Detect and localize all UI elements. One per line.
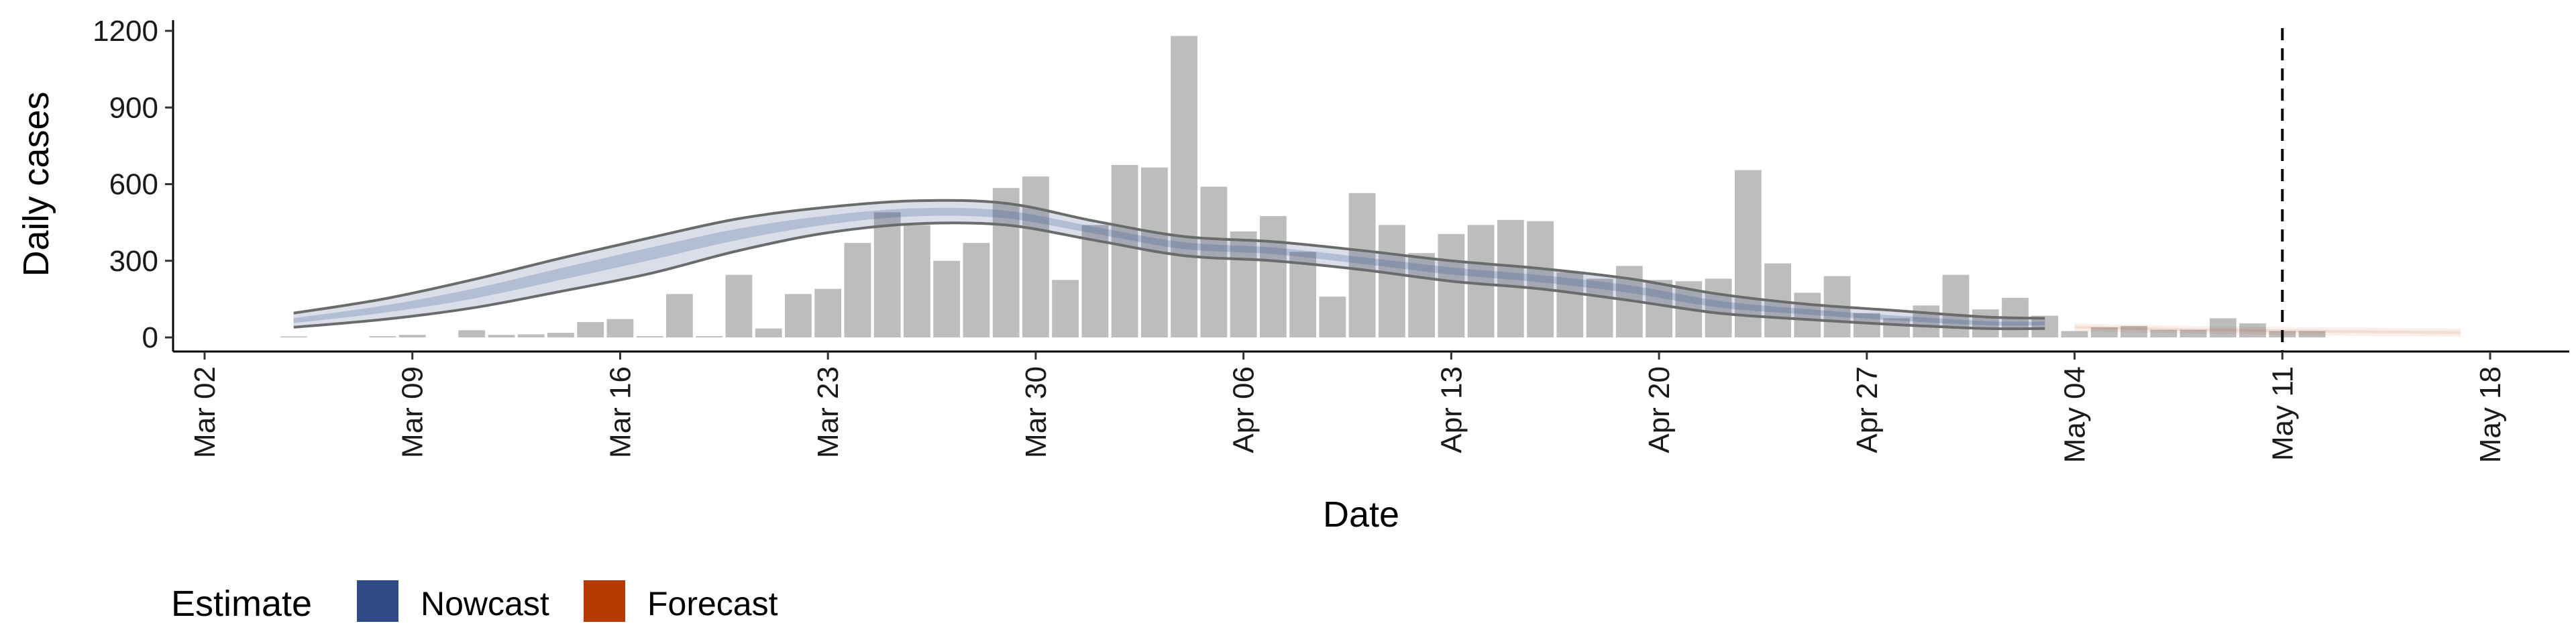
bar (1438, 233, 1465, 337)
x-axis-title: Date (1323, 494, 1399, 535)
x-tick-label: Mar 16 (604, 366, 637, 458)
bar (1883, 318, 1910, 337)
bars-layer (280, 36, 2326, 338)
bar (1052, 280, 1079, 337)
bar (2239, 323, 2266, 337)
bar (458, 330, 486, 337)
bar (488, 335, 515, 337)
bar (725, 274, 753, 337)
bar (1081, 225, 1109, 337)
y-tick-label: 0 (142, 321, 158, 354)
x-tick-label: May 04 (2059, 366, 2092, 463)
bar (785, 294, 812, 337)
legend-label-forecast: Forecast (647, 585, 778, 623)
x-tick-label: Mar 30 (1020, 366, 1053, 458)
bar (1497, 219, 1524, 337)
bar (1348, 193, 1376, 337)
bar (755, 328, 782, 337)
bands-layer (293, 199, 2461, 337)
bar (1111, 164, 1138, 337)
y-tick-label: 300 (109, 245, 158, 278)
bar (1853, 313, 1880, 337)
legend-swatch-forecast (584, 580, 625, 622)
bar (1586, 278, 1613, 337)
bar (2090, 327, 2118, 337)
axes-layer: 0 300 600 900 1200 Mar 02 Mar 09 Mar 16 Mar 23 Ma… (16, 15, 2569, 535)
bar (2298, 331, 2326, 337)
bar (2180, 329, 2207, 337)
bar (1705, 278, 1732, 337)
bar (873, 212, 901, 337)
bar (1734, 170, 1762, 337)
bar (280, 336, 307, 337)
nowcast-upper-line (293, 199, 2045, 320)
bar (606, 319, 634, 337)
bar (1379, 225, 1405, 337)
bar (666, 294, 693, 337)
legend-label-nowcast: Nowcast (421, 585, 549, 623)
nowcast-lower-line (293, 221, 2045, 331)
bar (1230, 231, 1257, 337)
bar (992, 188, 1020, 337)
bar (963, 243, 990, 337)
bar (1260, 216, 1287, 337)
bar (1408, 253, 1435, 337)
x-tick-label: May 18 (2474, 366, 2507, 463)
bar (2209, 318, 2237, 337)
bar (1171, 36, 1197, 337)
bar (547, 333, 574, 337)
bar (696, 336, 723, 337)
x-tick-label: Mar 09 (396, 366, 429, 458)
y-tick-label: 1200 (93, 15, 158, 48)
bar (1467, 225, 1495, 337)
bar (2121, 325, 2147, 337)
bar (636, 336, 663, 337)
x-tick-label: Mar 23 (812, 366, 845, 458)
bar (2061, 331, 2088, 337)
bar (814, 288, 842, 337)
y-tick-label: 600 (109, 168, 158, 201)
bar (2150, 329, 2178, 337)
bar (1794, 292, 1821, 337)
x-tick-label: Apr 27 (1851, 366, 1884, 453)
x-tick-label: Apr 13 (1435, 366, 1468, 453)
bar (517, 334, 545, 337)
x-tick-label: Apr 06 (1228, 366, 1260, 453)
legend: Estimate Nowcast Forecast (171, 580, 778, 624)
legend-title: Estimate (171, 584, 312, 624)
bar (1022, 176, 1049, 337)
bar (933, 260, 961, 338)
bar (1289, 252, 1316, 337)
forecast-band-inner (2074, 325, 2461, 335)
bar (1646, 280, 1672, 337)
x-tick-label: May 11 (2266, 366, 2299, 461)
forecast-band-outer (2074, 323, 2461, 337)
bar (1200, 186, 1228, 337)
x-tick-label: Mar 02 (189, 366, 221, 458)
legend-swatch-nowcast (357, 580, 398, 622)
bar (904, 225, 930, 337)
nowcast-band-inner (293, 207, 2045, 326)
bar (844, 243, 871, 337)
y-axis-title: Daily cases (16, 91, 56, 276)
bar (369, 336, 396, 337)
bar (398, 335, 426, 337)
bar (1972, 309, 1999, 337)
bar (1527, 221, 1554, 337)
bar (1319, 297, 1346, 337)
x-tick-label: Apr 20 (1643, 366, 1676, 453)
bar (577, 322, 604, 337)
y-tick-label: 900 (109, 91, 158, 124)
bar (1556, 272, 1584, 337)
